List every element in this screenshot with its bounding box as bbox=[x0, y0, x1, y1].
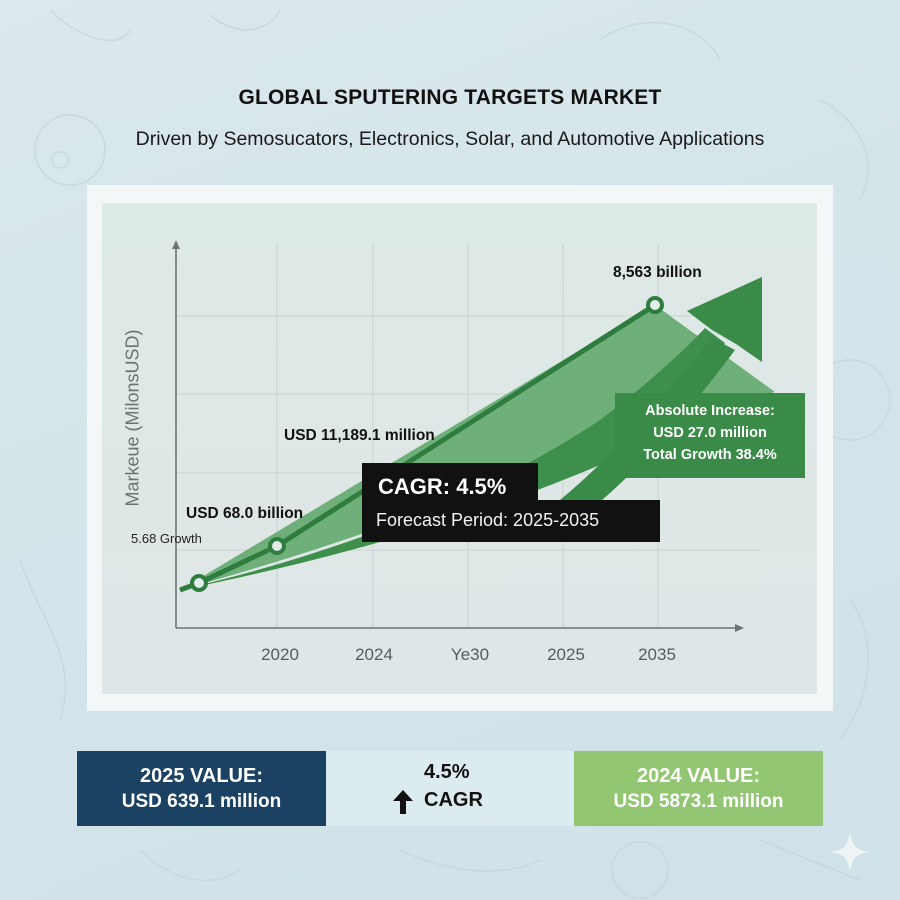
kpi-2024-label: 2024 VALUE: bbox=[636, 765, 760, 787]
growth-area-light bbox=[180, 305, 775, 590]
kpi-2024-amount: USD 5873.1 million bbox=[613, 791, 784, 812]
x-tick-ye30: Ye30 bbox=[450, 645, 490, 664]
absolute-increase-value: USD 27.0 million bbox=[653, 425, 767, 441]
x-tick-2035: 2035 bbox=[638, 645, 676, 664]
absolute-increase-label: Absolute Increase: bbox=[645, 403, 775, 419]
peak-value-label: 8,563 billion bbox=[613, 264, 702, 281]
cagr-title: CAGR: 4.5% bbox=[378, 474, 507, 499]
kpi-2025-value: 2025 VALUE: USD 639.1 million bbox=[77, 751, 326, 826]
x-tick-2024: 2024 bbox=[355, 645, 393, 664]
kpi-2025-amount: USD 639.1 million bbox=[121, 791, 282, 812]
forecast-period: Forecast Period: 2025-2035 bbox=[376, 510, 600, 530]
y-axis-label: Markeue (MilonsUSD) bbox=[122, 329, 143, 507]
trend-line bbox=[179, 302, 657, 593]
x-tick-2025: 2025 bbox=[547, 645, 585, 664]
total-growth: Total Growth 38.4% bbox=[643, 447, 777, 463]
absolute-increase-box: Absolute Increase: USD 27.0 million Tota… bbox=[615, 393, 805, 478]
arrow-up-icon bbox=[393, 790, 413, 814]
cagr-box-bottom bbox=[362, 500, 660, 542]
kpi-cagr: 4.5% CAGR bbox=[326, 751, 574, 826]
x-tick-2020: 2020 bbox=[261, 645, 299, 664]
point-label-2020: USD 68.0 billion bbox=[186, 505, 304, 522]
page-subtitle: Driven by Semosucators, Electronics, Sol… bbox=[135, 128, 765, 150]
kpi-2025-label: 2025 VALUE: bbox=[139, 765, 263, 787]
kpi-cagr-label: CAGR bbox=[424, 789, 483, 811]
growth-annotation: 5.68 Growth bbox=[131, 531, 202, 546]
kpi-bar: 2025 VALUE: USD 639.1 million 4.5% CAGR … bbox=[77, 751, 823, 826]
sparkle-icon bbox=[830, 832, 870, 872]
data-points bbox=[190, 296, 664, 592]
page-title: GLOBAL SPUTERING TARGETS MARKET bbox=[238, 86, 662, 109]
kpi-cagr-value: 4.5% bbox=[424, 761, 470, 783]
axes bbox=[172, 240, 744, 632]
mid-value-label: USD 11,189.1 million bbox=[284, 427, 435, 444]
cagr-box-top bbox=[362, 463, 538, 505]
kpi-2024-value: 2024 VALUE: USD 5873.1 million bbox=[574, 751, 823, 826]
